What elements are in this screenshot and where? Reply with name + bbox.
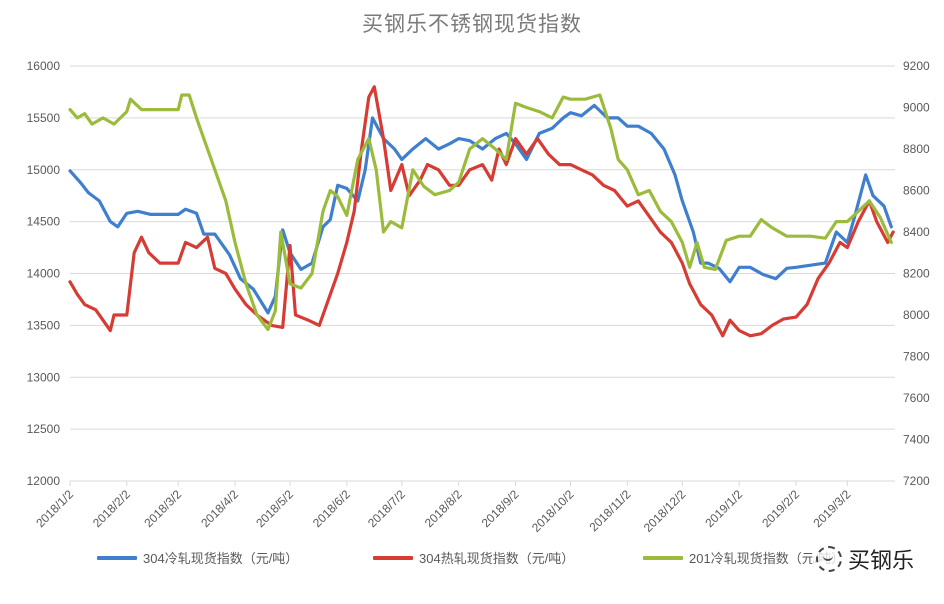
svg-text:8600: 8600 bbox=[903, 184, 930, 198]
svg-text:7800: 7800 bbox=[903, 350, 930, 364]
svg-text:2018/5/2: 2018/5/2 bbox=[253, 487, 296, 530]
svg-text:15000: 15000 bbox=[27, 163, 61, 177]
legend-item-304-hot-rolled: 304热轧现货指数（元/吨） bbox=[373, 548, 574, 567]
wechat-logo-icon bbox=[816, 546, 842, 572]
svg-text:12000: 12000 bbox=[27, 474, 61, 488]
svg-text:2018/12/2: 2018/12/2 bbox=[641, 487, 689, 535]
svg-text:2019/3/2: 2019/3/2 bbox=[811, 487, 854, 530]
svg-text:2018/2/2: 2018/2/2 bbox=[90, 487, 133, 530]
svg-text:2018/3/2: 2018/3/2 bbox=[141, 487, 184, 530]
svg-text:13000: 13000 bbox=[27, 370, 61, 384]
watermark-text: 买钢乐 bbox=[848, 548, 915, 573]
svg-text:2018/8/2: 2018/8/2 bbox=[422, 487, 465, 530]
svg-text:8400: 8400 bbox=[903, 225, 930, 239]
legend-label: 304热轧现货指数（元/吨） bbox=[419, 551, 575, 566]
legend-swatch-red bbox=[373, 555, 413, 560]
series-line bbox=[68, 85, 895, 338]
svg-text:7600: 7600 bbox=[903, 391, 930, 405]
svg-text:2018/9/2: 2018/9/2 bbox=[479, 487, 522, 530]
svg-text:2018/4/2: 2018/4/2 bbox=[198, 487, 241, 530]
svg-text:12500: 12500 bbox=[27, 422, 61, 436]
svg-text:9000: 9000 bbox=[903, 101, 930, 115]
svg-text:2018/7/2: 2018/7/2 bbox=[365, 487, 408, 530]
svg-text:14500: 14500 bbox=[27, 215, 61, 229]
legend-label: 201冷轧现货指数（元/吨） bbox=[689, 551, 845, 566]
svg-text:16000: 16000 bbox=[27, 59, 61, 73]
svg-text:2018/11/2: 2018/11/2 bbox=[586, 487, 633, 534]
legend-item-304-cold-rolled: 304冷轧现货指数（元/吨） bbox=[97, 548, 298, 567]
svg-text:13500: 13500 bbox=[27, 318, 61, 332]
svg-text:2018/10/2: 2018/10/2 bbox=[529, 487, 577, 535]
y-axis-left: 12000 12500 13000 13500 14000 14500 15000 15500… bbox=[27, 59, 61, 488]
series-lines bbox=[68, 85, 895, 338]
legend-swatch-blue bbox=[97, 555, 137, 560]
gridlines bbox=[70, 65, 895, 482]
legend-item-201-cold-rolled: 201冷轧现货指数（元/吨） bbox=[643, 548, 844, 567]
svg-text:8200: 8200 bbox=[903, 267, 930, 281]
legend-swatch-green bbox=[643, 555, 683, 560]
svg-text:2018/6/2: 2018/6/2 bbox=[310, 487, 353, 530]
svg-text:2018/1/2: 2018/1/2 bbox=[33, 487, 76, 530]
x-axis: 2018/1/2 2018/2/2 2018/3/2 2018/4/2 2018/5/2… bbox=[33, 481, 854, 535]
svg-text:8800: 8800 bbox=[903, 142, 930, 156]
legend-label: 304冷轧现货指数（元/吨） bbox=[143, 551, 299, 566]
chart-title: 买钢乐不锈钢现货指数 bbox=[362, 12, 582, 36]
y-axis-right: 7200 7400 7600 7800 8000 8200 8400 8600 8800 9000… bbox=[903, 59, 930, 488]
svg-text:14000: 14000 bbox=[27, 267, 61, 281]
svg-text:9200: 9200 bbox=[903, 59, 930, 73]
svg-text:7200: 7200 bbox=[903, 474, 930, 488]
svg-text:15500: 15500 bbox=[27, 111, 61, 125]
svg-text:8000: 8000 bbox=[903, 308, 930, 322]
series-line bbox=[68, 93, 893, 332]
series-line bbox=[68, 103, 893, 315]
svg-text:2019/1/2: 2019/1/2 bbox=[702, 487, 745, 530]
svg-text:2019/2/2: 2019/2/2 bbox=[759, 487, 802, 530]
watermark: 买钢乐 bbox=[812, 543, 919, 575]
svg-text:7400: 7400 bbox=[903, 433, 930, 447]
